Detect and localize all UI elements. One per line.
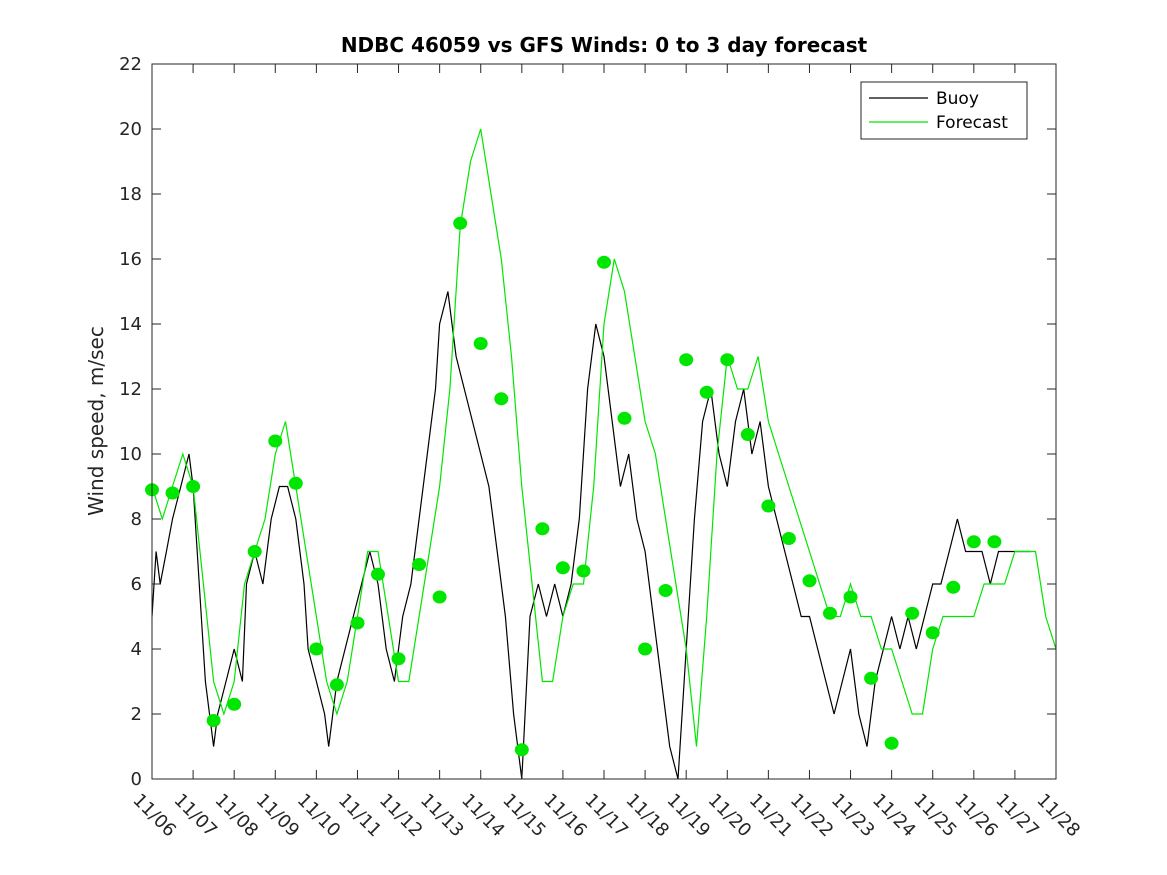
series-buoy-line <box>151 291 1032 780</box>
forecast-marker-31 <box>781 532 796 545</box>
forecast-marker-38 <box>925 626 940 640</box>
forecast-marker-39 <box>946 580 961 594</box>
forecast-marker-6 <box>268 434 283 448</box>
forecast-marker-13 <box>412 558 427 571</box>
y-tick-label-7: 14 <box>119 314 142 335</box>
y-tick-label-4: 8 <box>131 509 142 530</box>
legend-label-forecast: Forecast <box>936 113 1008 133</box>
forecast-marker-28 <box>720 353 735 367</box>
forecast-marker-32 <box>802 574 817 588</box>
series-forecast-line <box>151 128 1057 747</box>
forecast-marker-27 <box>699 385 714 399</box>
y-tick-label-0: 0 <box>131 769 142 790</box>
forecast-marker-24 <box>638 642 653 656</box>
legend-label-buoy: Buoy <box>936 89 979 109</box>
forecast-marker-25 <box>658 584 673 597</box>
y-tick-label-11: 22 <box>119 54 142 75</box>
forecast-marker-9 <box>329 678 344 692</box>
forecast-marker-18 <box>514 743 529 757</box>
forecast-marker-23 <box>617 411 632 425</box>
y-tick-label-5: 10 <box>119 444 142 465</box>
legend: Buoy Forecast <box>860 81 1028 140</box>
legend-box <box>860 81 1028 140</box>
y-tick-label-2: 4 <box>131 639 142 660</box>
forecast-marker-14 <box>432 590 447 604</box>
forecast-marker-10 <box>350 616 365 630</box>
forecast-marker-30 <box>761 499 776 513</box>
forecast-marker-36 <box>884 736 899 750</box>
forecast-marker-41 <box>987 535 1002 549</box>
chart-title: NDBC 46059 vs GFS Winds: 0 to 3 day fore… <box>341 33 868 57</box>
y-tick-label-6: 12 <box>119 379 142 400</box>
y-tick-label-8: 16 <box>119 249 142 270</box>
forecast-marker-2 <box>186 480 201 493</box>
forecast-marker-21 <box>576 564 591 578</box>
forecast-marker-5 <box>247 545 262 558</box>
forecast-marker-4 <box>227 697 242 711</box>
forecast-marker-20 <box>555 561 570 575</box>
forecast-marker-35 <box>864 671 879 685</box>
forecast-marker-15 <box>453 216 468 230</box>
y-tick-label-10: 20 <box>119 119 142 140</box>
forecast-marker-11 <box>371 567 385 581</box>
forecast-marker-8 <box>309 642 324 656</box>
forecast-marker-17 <box>494 392 509 406</box>
forecast-marker-1 <box>165 486 180 500</box>
y-tick-label-1: 2 <box>131 704 142 725</box>
forecast-marker-3 <box>206 714 221 727</box>
forecast-marker-37 <box>905 606 920 620</box>
forecast-marker-33 <box>823 606 837 620</box>
y-tick-label-3: 6 <box>131 574 142 595</box>
y-axis-label: Wind speed, m/sec <box>84 326 108 516</box>
forecast-marker-40 <box>966 535 981 549</box>
forecast-marker-29 <box>740 428 755 441</box>
forecast-marker-19 <box>535 522 550 536</box>
y-tick-label-9: 18 <box>119 184 142 205</box>
forecast-marker-22 <box>597 255 611 269</box>
forecast-marker-12 <box>391 652 406 666</box>
forecast-marker-26 <box>679 353 694 367</box>
forecast-marker-16 <box>473 337 488 350</box>
forecast-marker-34 <box>843 590 858 604</box>
forecast-marker-7 <box>288 476 303 490</box>
